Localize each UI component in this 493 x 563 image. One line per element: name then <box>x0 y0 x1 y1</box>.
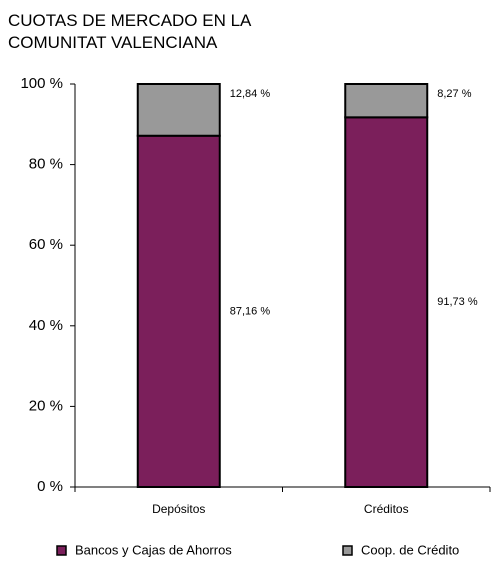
bar-segment <box>136 83 221 137</box>
y-tick-label: 100 % <box>20 75 63 92</box>
legend-label: Bancos y Cajas de Ahorros <box>75 542 232 557</box>
x-tick-label: Depósitos <box>152 502 205 516</box>
bar-segment <box>344 83 429 119</box>
bar-segment <box>136 134 221 488</box>
legend-swatch <box>56 545 67 556</box>
y-tick-label: 0 % <box>37 478 63 495</box>
y-tick-label: 20 % <box>29 397 63 414</box>
x-tick-label: Créditos <box>364 502 409 516</box>
legend-swatch <box>342 545 353 556</box>
data-label: 12,84 % <box>230 88 271 100</box>
data-label: 91,73 % <box>437 296 478 308</box>
data-label: 8,27 % <box>437 88 471 100</box>
chart-title: CUOTAS DE MERCADO EN LA COMUNITAT VALENC… <box>8 11 251 52</box>
y-tick-label: 80 % <box>29 156 63 173</box>
data-label: 87,16 % <box>230 305 271 317</box>
bar-segment <box>344 116 429 489</box>
legend-label: Coop. de Crédito <box>361 542 459 557</box>
y-tick-label: 40 % <box>29 317 63 334</box>
y-tick-label: 60 % <box>29 236 63 253</box>
